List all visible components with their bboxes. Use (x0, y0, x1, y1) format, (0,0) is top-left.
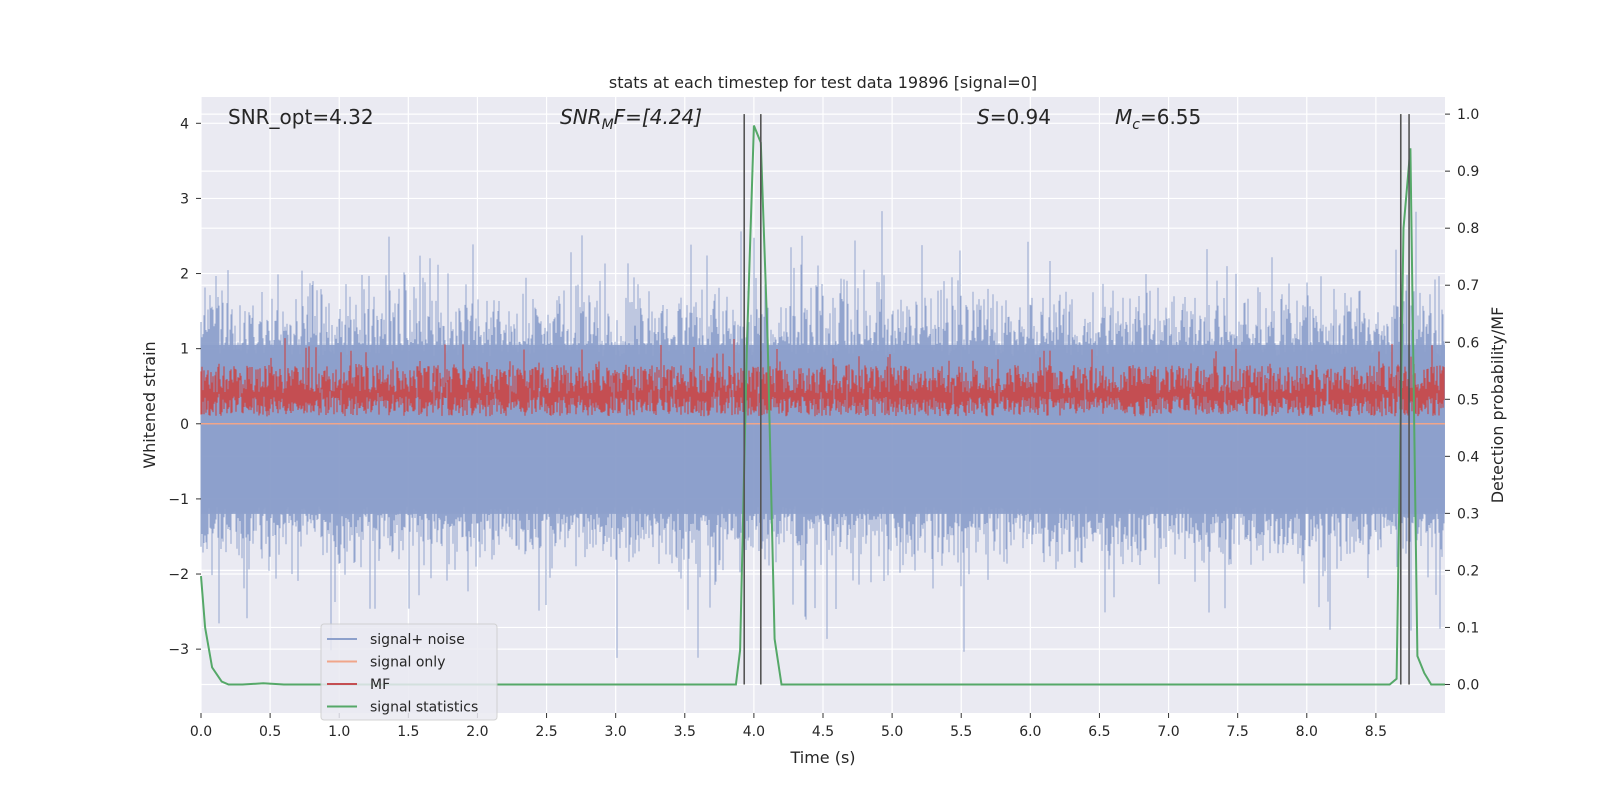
x-tick-label: 3.5 (674, 724, 696, 740)
x-tick-label: 0.5 (259, 724, 281, 740)
x-tick-label: 6.0 (1019, 724, 1041, 740)
series-signal-statistics (200, 125, 1445, 686)
x-tick-label: 5.5 (950, 724, 972, 740)
vertical-markers (743, 114, 1410, 685)
x-tick-label: 3.0 (605, 724, 627, 740)
y-tick-label-left: −1 (168, 492, 189, 508)
y-tick-label-right: 0.6 (1457, 335, 1479, 351)
y-tick-label-right: 0.4 (1457, 449, 1479, 465)
s-val: =0.94 (990, 105, 1051, 129)
x-tick-label: 5.0 (881, 724, 903, 740)
x-tick-label: 1.0 (328, 724, 350, 740)
y-tick-label-right: 0.8 (1457, 221, 1479, 237)
s-sym: S (977, 105, 990, 129)
y-tick-label-left: 4 (180, 116, 189, 132)
legend-box (320, 623, 498, 721)
x-tick-label: 2.0 (466, 724, 488, 740)
y-tick-label-right: 0.2 (1457, 563, 1479, 579)
mc-sub: c (1132, 117, 1140, 133)
snr-mf-rest: F=[4.24] (614, 105, 702, 129)
annotation-s: S=0.94 (977, 105, 1051, 129)
x-tick-label: 8.0 (1296, 724, 1318, 740)
y-tick-label-left: 1 (180, 342, 189, 358)
chart-title: stats at each timestep for test data 198… (609, 73, 1037, 92)
y-tick-label-left: −2 (168, 567, 189, 583)
annotation-snr-opt: SNR_opt=4.32 (228, 105, 374, 129)
y-tick-label-left: 2 (180, 267, 189, 283)
x-tick-label: 7.5 (1227, 724, 1249, 740)
y-tick-label-right: 0.1 (1457, 620, 1479, 636)
mf-trace (200, 338, 1445, 417)
y-tick-label-left: 3 (180, 191, 189, 207)
x-tick-label: 4.0 (743, 724, 765, 740)
y-tick-label-right: 0.5 (1457, 392, 1479, 408)
mc-sym: M (1115, 105, 1132, 129)
snr-mf-base: SNR (560, 105, 602, 129)
y-axis-label-right: Detection probability/MF (1488, 307, 1507, 504)
noise-spikes (200, 211, 1445, 658)
y-tick-label-right: 0.0 (1457, 677, 1479, 693)
x-tick-label: 1.5 (397, 724, 419, 740)
x-axis-label: Time (s) (789, 748, 855, 767)
snr-mf-sub: M (602, 117, 614, 133)
y-tick-label-left: 0 (180, 417, 189, 433)
y-tick-label-right: 0.3 (1457, 506, 1479, 522)
annotation-snr-mf: SNRMF=[4.24] (560, 105, 702, 133)
legend-label: MF (370, 677, 390, 693)
legend: signal+ noise signal only MF signal statist… (320, 623, 498, 721)
x-tick-label: 6.5 (1088, 724, 1110, 740)
y-tick-label-right: 0.9 (1457, 164, 1479, 180)
series-mf (200, 338, 1445, 417)
x-tick-label: 2.5 (535, 724, 557, 740)
legend-label: signal statistics (370, 700, 478, 716)
x-tick-label: 7.0 (1157, 724, 1179, 740)
y-tick-label-right: 0.7 (1457, 278, 1479, 294)
annotation-mc: Mc=6.55 (1115, 105, 1201, 133)
y-tick-label-right: 1.0 (1457, 107, 1479, 123)
y-axis-label-left: Whitened strain (140, 341, 159, 468)
x-tick-label: 4.5 (812, 724, 834, 740)
legend-label: signal+ noise (370, 632, 465, 648)
x-tick-label: 8.5 (1365, 724, 1387, 740)
y-tick-label-left: −3 (168, 642, 189, 658)
x-tick-label: 0.0 (190, 724, 212, 740)
mc-val: =6.55 (1140, 105, 1201, 129)
signal-statistics-line (200, 125, 1445, 686)
legend-label: signal only (370, 655, 445, 671)
axis-ticks: 0.0 0.5 1.0 1.5 2.0 2.5 3.0 3.5 4.0 4.5 5.0 5.5 6.0 6… (168, 107, 1479, 740)
